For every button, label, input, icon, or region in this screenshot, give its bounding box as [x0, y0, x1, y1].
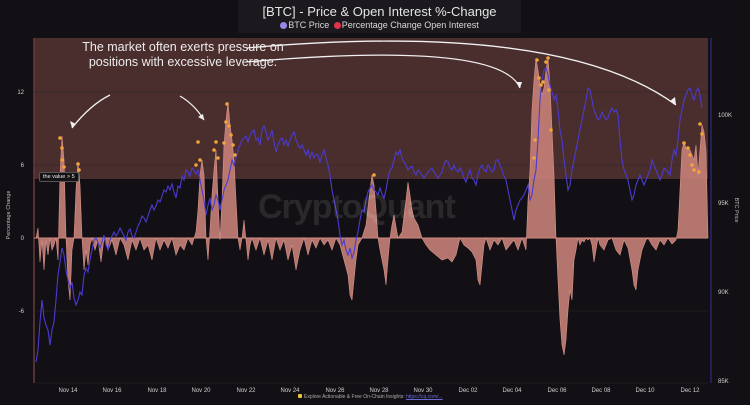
legend-dot-icon — [333, 22, 341, 29]
svg-text:12: 12 — [17, 90, 24, 96]
svg-text:0: 0 — [21, 236, 25, 242]
svg-text:Dec 08: Dec 08 — [591, 388, 611, 394]
threshold-markers — [58, 56, 704, 177]
legend-item-btc-price[interactable]: BTC Price — [280, 20, 329, 30]
footer: Explore Actionable & Free On-Chain Insig… — [298, 394, 443, 400]
svg-text:Nov 22: Nov 22 — [236, 388, 256, 394]
svg-text:Nov 24: Nov 24 — [280, 388, 300, 394]
lightbulb-icon — [298, 394, 302, 398]
legend-item-oi-change[interactable]: Percentage Change Open Interest — [333, 20, 479, 30]
arrow-heads — [70, 82, 676, 128]
svg-text:90K: 90K — [718, 290, 729, 296]
gridlines — [34, 91, 708, 384]
arrow-3 — [245, 54, 521, 89]
svg-text:Dec 06: Dec 06 — [547, 388, 567, 394]
left-axis-title: Percentage Change — [6, 191, 12, 240]
svg-text:Dec 12: Dec 12 — [680, 388, 700, 394]
svg-text:-6: -6 — [19, 309, 25, 315]
svg-text:Nov 30: Nov 30 — [413, 388, 433, 394]
svg-text:Nov 26: Nov 26 — [325, 388, 345, 394]
threshold-badge: the value > 5 — [39, 172, 79, 182]
svg-text:Dec 10: Dec 10 — [635, 388, 655, 394]
footer-link[interactable]: https://cq.com/... — [406, 394, 443, 400]
svg-text:85K: 85K — [718, 379, 729, 385]
svg-text:Nov 16: Nov 16 — [102, 388, 122, 394]
annotation-text: The market often exerts pressure on posi… — [82, 40, 284, 69]
right-axis-title: BTC Price — [733, 197, 739, 222]
svg-text:6: 6 — [21, 163, 25, 169]
arrow-4 — [245, 40, 677, 106]
oi-change-area — [35, 57, 709, 356]
chart-legend: BTC Price Percentage Change Open Interes… — [238, 20, 521, 30]
chart-title: [BTC] - Price & Open Interest %-Change — [262, 4, 497, 19]
svg-text:Nov 28: Nov 28 — [369, 388, 389, 394]
svg-text:Nov 18: Nov 18 — [147, 388, 167, 394]
x-axis-ticks: Nov 14 Nov 16 Nov 18 Nov 20 Nov 22 Nov 2… — [58, 388, 700, 394]
chart-header: [BTC] - Price & Open Interest %-Change B… — [238, 0, 521, 33]
svg-text:Dec 04: Dec 04 — [502, 388, 522, 394]
svg-text:Dec 02: Dec 02 — [458, 388, 478, 394]
svg-text:Nov 20: Nov 20 — [191, 388, 211, 394]
legend-dot-icon — [280, 22, 288, 29]
svg-text:Nov 14: Nov 14 — [58, 388, 78, 394]
threshold-zone — [34, 38, 708, 179]
left-axis-ticks: 12 6 0 -6 — [17, 90, 24, 315]
svg-text:100K: 100K — [718, 113, 732, 119]
btc-price-line — [35, 66, 703, 363]
right-axis-ticks: 100K 95K 90K 85K — [718, 113, 732, 385]
svg-text:95K: 95K — [718, 201, 729, 207]
watermark: CryptoQuant — [258, 188, 456, 226]
